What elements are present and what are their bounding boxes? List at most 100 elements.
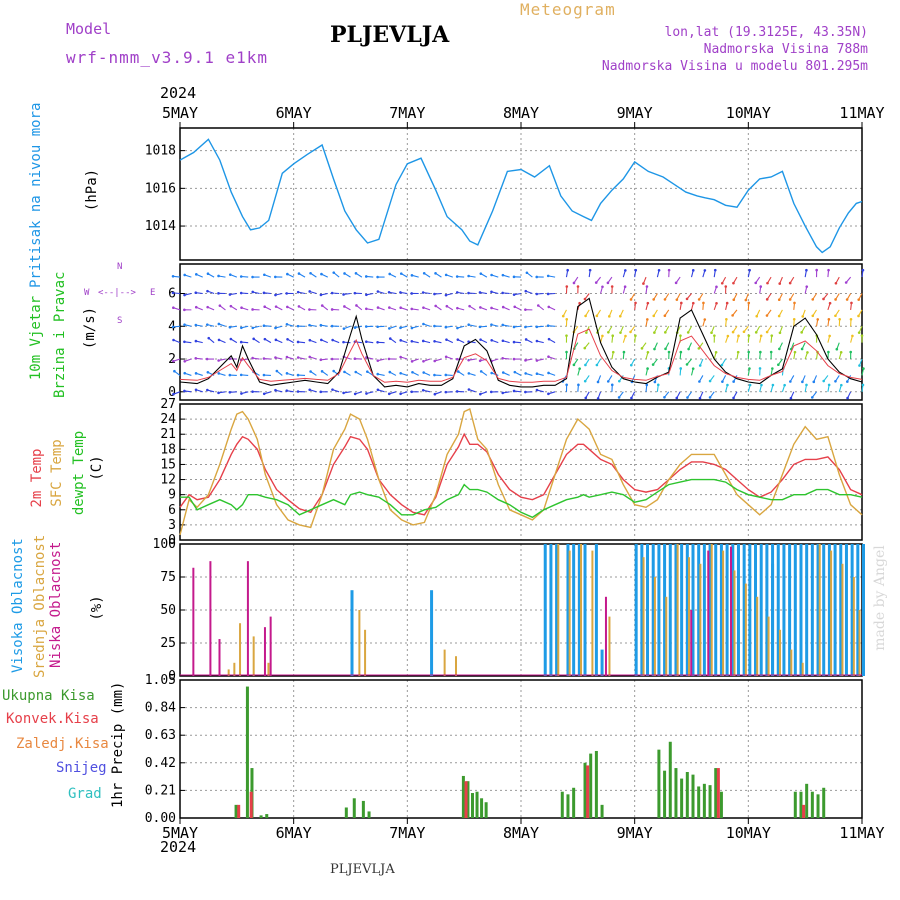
wind-arrowhead — [172, 392, 175, 396]
wind-arrowhead — [364, 340, 368, 343]
day-label-bottom: 10MAY — [726, 824, 771, 842]
cloud-bar — [844, 544, 848, 676]
y-tick-label: 24 — [160, 412, 176, 427]
wind-arrowhead — [239, 340, 243, 344]
low-cloud-label: Niska Oblacnost — [48, 541, 64, 668]
wind-arrowhead — [619, 331, 622, 334]
wind-arrowhead — [618, 379, 621, 383]
wind-arrowhead — [285, 372, 289, 375]
wind-arrowhead — [584, 314, 587, 318]
wind-arrowhead — [759, 334, 763, 338]
wind-arrowhead — [861, 383, 865, 387]
precip-bar — [265, 814, 269, 818]
precip-bar — [668, 741, 672, 818]
wind-arrowhead — [535, 275, 539, 279]
wind-arrowhead — [308, 355, 312, 359]
wind-arrowhead — [206, 388, 209, 392]
wind-arrowhead — [286, 272, 289, 276]
wind-arrowhead — [565, 285, 569, 288]
wind-arrowhead — [239, 373, 243, 377]
wind-arrowhead — [822, 379, 826, 383]
wind-arrowhead — [355, 304, 358, 307]
cloud-bar — [443, 649, 446, 676]
footer-city: PLJEVLJA — [330, 862, 395, 877]
cloud-bar — [756, 596, 759, 676]
day-label-top: 8MAY — [503, 104, 539, 122]
cloud-bar — [239, 623, 242, 676]
wind-arrowhead — [354, 272, 358, 275]
cloud-bar — [209, 561, 212, 676]
wind-arrowhead — [263, 273, 266, 277]
wind-arrowhead — [634, 301, 637, 305]
total-precip-label: Ukupna Kisa — [2, 688, 95, 704]
wind-arrowhead — [606, 380, 610, 383]
cloud-bar — [690, 610, 693, 676]
y-tick-label: 0.84 — [145, 701, 176, 716]
wind-arrowhead — [251, 308, 254, 311]
cloud-bar — [782, 544, 786, 676]
wind-arrowhead — [410, 274, 414, 277]
cloud-bar — [680, 544, 684, 676]
wind-arrowhead — [835, 347, 839, 351]
wind-arrowhead — [535, 325, 539, 329]
cloud-bar — [856, 544, 860, 676]
cloud-bar — [646, 544, 650, 676]
wind-arrowhead — [513, 305, 517, 309]
wind-arrowhead — [547, 371, 550, 375]
wind-arrowhead — [399, 272, 403, 275]
wind-arrowhead — [792, 317, 796, 321]
cloud-bar — [788, 544, 792, 676]
time-axis: 5MAY 5MAY 6MAY 6MAY 7MAY 7MAY 8MAY 8MAY 9MAY 9MAY… — [162, 104, 885, 842]
wind-arrowhead — [410, 292, 414, 295]
wind-arrowhead — [742, 330, 746, 334]
model-label: Model — [66, 20, 112, 38]
wind-arrowhead — [309, 370, 312, 373]
wind-arrowhead — [769, 350, 773, 354]
precip-bar — [822, 787, 826, 818]
cloud-bar — [651, 544, 655, 676]
wind-arrowhead — [240, 306, 243, 310]
wind-arrowhead — [827, 383, 831, 387]
wind-arrowhead — [815, 268, 818, 272]
cloud-bar — [568, 550, 571, 676]
wind-arrowhead — [845, 298, 849, 301]
wind-arrowhead — [455, 357, 459, 361]
precip-bar — [475, 791, 479, 818]
wind-arrowhead — [217, 372, 221, 375]
wind-arrowhead — [308, 308, 311, 311]
wind-arrowhead — [732, 380, 735, 383]
cloud-bar — [744, 583, 747, 676]
wind-arrowhead — [535, 388, 539, 392]
wind-arrowhead — [547, 355, 550, 359]
cloud-bar — [657, 544, 661, 676]
day-label-top: 5MAY — [162, 104, 198, 122]
wind-arrowhead — [846, 396, 849, 400]
wind-arrowhead — [685, 363, 689, 366]
y-tick-label: 50 — [160, 603, 176, 618]
temp-series-line-1 — [179, 408, 863, 536]
wind-arrowhead — [679, 334, 682, 337]
wind-arrowhead — [274, 326, 277, 330]
wind-arrowhead — [285, 355, 289, 359]
wind-arrowhead — [296, 290, 300, 294]
compass-w: W — [84, 288, 90, 298]
wind-arrowhead — [206, 289, 209, 293]
wind-arrowhead — [697, 347, 701, 350]
cloud-bar — [793, 544, 797, 676]
wind-arrowhead — [456, 370, 460, 373]
wind-arrowhead — [388, 370, 392, 374]
cloud-bar — [269, 616, 272, 676]
cloud-bar — [665, 596, 668, 676]
wind-arrowhead — [577, 383, 580, 387]
cloud-bar — [218, 639, 221, 676]
wind-arrowhead — [584, 396, 588, 400]
wind-arrowhead — [652, 314, 656, 318]
wind-arrowhead — [308, 388, 312, 392]
wind-arrowhead — [547, 305, 551, 309]
y-tick-label: 0.42 — [145, 756, 176, 771]
wind-arrowhead — [183, 389, 186, 393]
wind-arrowhead — [697, 298, 701, 301]
wind-arrowhead — [274, 356, 277, 359]
wind-arrowhead — [793, 350, 797, 354]
